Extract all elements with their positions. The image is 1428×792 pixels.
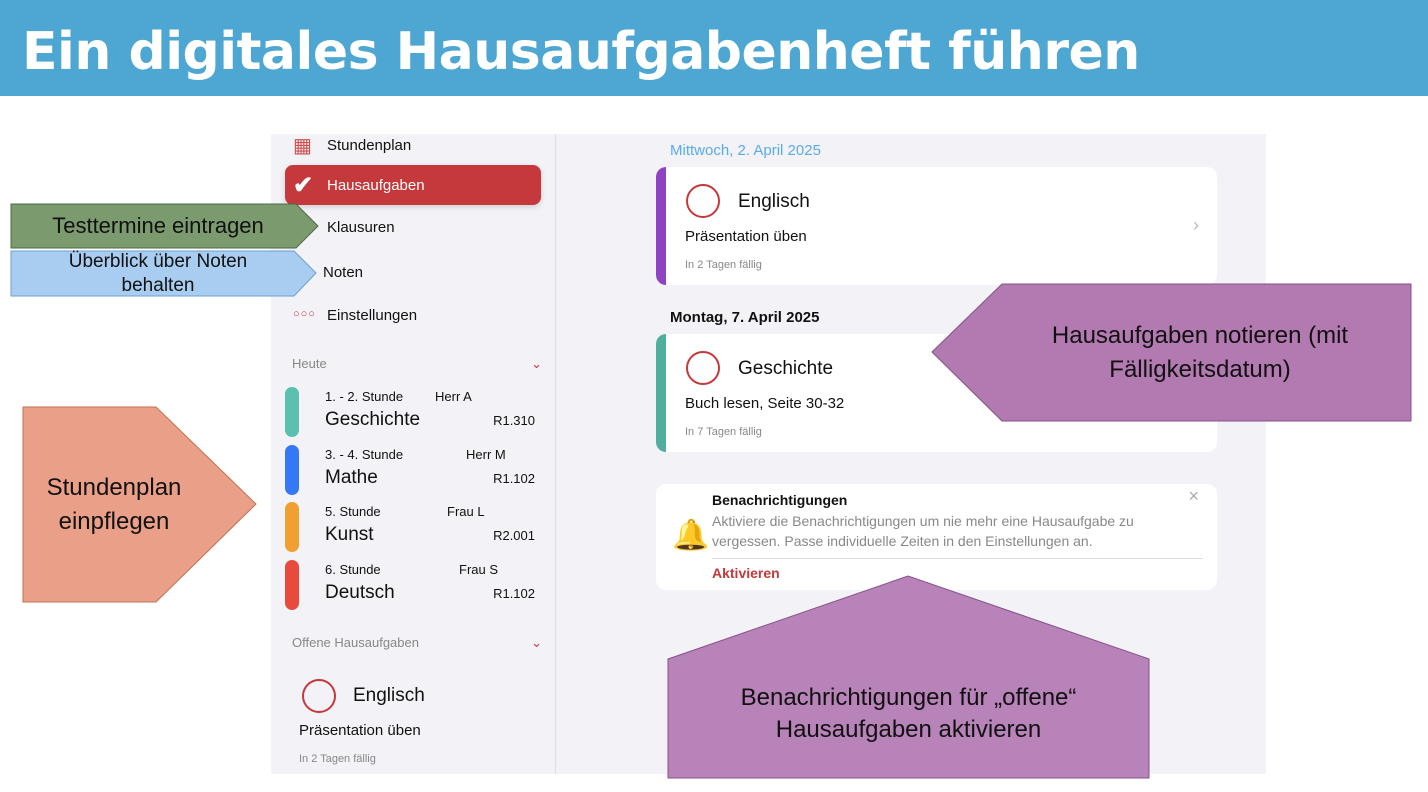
nav-label: Stundenplan <box>327 136 412 154</box>
nav-label: Klausuren <box>327 218 395 236</box>
chevron-down-icon[interactable]: ⌄ <box>531 635 542 650</box>
sidebar: ▦ Stundenplan ✔ Hausaufgaben Klausuren Not… <box>271 134 556 774</box>
card-task: Präsentation üben <box>685 228 807 245</box>
section-label: Offene Hausaufgaben <box>292 635 419 650</box>
color-bar <box>656 167 666 285</box>
callout-timetable: Stundenplan einpflegen <box>22 406 258 603</box>
activate-button[interactable]: Aktivieren <box>712 565 780 581</box>
complete-circle-button[interactable] <box>686 184 720 218</box>
date-heading: Mittwoch, 2. April 2025 <box>670 142 821 159</box>
color-bar <box>656 334 666 452</box>
callout-tests: Testtermine eintragen <box>10 203 320 249</box>
card-task: Buch lesen, Seite 30-32 <box>685 395 845 412</box>
lesson-item[interactable]: 6. Stunde Frau S Deutsch R1.102 <box>285 560 535 610</box>
nav-hausaufgaben[interactable]: ✔ Hausaufgaben <box>285 165 541 205</box>
open-item-subject: Englisch <box>353 685 425 706</box>
slide-title: Ein digitales Hausaufgabenheft führen <box>22 22 1140 82</box>
notification-card: 🔔 Benachrichtigungen Aktiviere die Benac… <box>656 484 1217 590</box>
nav-klausuren[interactable]: Klausuren <box>285 207 541 247</box>
teacher: Frau L <box>447 504 485 519</box>
room: R1.102 <box>493 586 535 601</box>
nav-stundenplan[interactable]: ▦ Stundenplan <box>285 125 541 165</box>
checkmark-icon: ✔ <box>293 171 314 199</box>
homework-card[interactable]: Englisch Präsentation üben In 2 Tagen fä… <box>656 167 1217 285</box>
divider <box>712 558 1203 559</box>
subject: Kunst <box>325 524 374 545</box>
nav-einstellungen[interactable]: ○○○ Einstellungen <box>285 295 541 335</box>
card-due: In 2 Tagen fällig <box>685 259 762 271</box>
callout-text: Benachrichtigungen für „offene“ Hausaufg… <box>740 684 1077 743</box>
callout-text: Überblick über Noten behalten <box>68 250 248 296</box>
open-item-task: Präsentation üben <box>299 722 421 739</box>
period: 6. Stunde <box>325 562 381 577</box>
color-bar <box>285 502 299 552</box>
open-homework-section-header[interactable]: Offene Hausaufgaben ⌄ <box>292 635 542 650</box>
notification-body: Aktiviere die Benachrichtigungen um nie … <box>712 513 1134 549</box>
teacher: Frau S <box>459 562 499 577</box>
period: 3. - 4. Stunde <box>325 447 404 462</box>
color-bar <box>285 560 299 610</box>
nav-label: Einstellungen <box>327 306 418 324</box>
callout-text: Hausaufgaben notieren (mit Fälligkeitsda… <box>1051 321 1349 383</box>
complete-circle-button[interactable] <box>302 679 336 713</box>
callout-text: Testtermine eintragen <box>52 213 264 238</box>
open-item-due: In 2 Tagen fällig <box>299 753 376 765</box>
subject: Geschichte <box>325 409 421 430</box>
lesson-item[interactable]: 3. - 4. Stunde Herr M Mathe R1.102 <box>285 445 535 495</box>
card-subject: Englisch <box>738 191 810 212</box>
today-section-header[interactable]: Heute ⌄ <box>292 356 542 371</box>
nav-noten[interactable]: Noten <box>285 252 541 292</box>
room: R1.102 <box>493 471 535 486</box>
period: 1. - 2. Stunde <box>325 389 404 404</box>
chevron-down-icon[interactable]: ⌄ <box>531 356 542 371</box>
card-subject: Geschichte <box>738 358 834 379</box>
room: R1.310 <box>493 413 535 428</box>
subject: Deutsch <box>325 582 395 603</box>
close-icon[interactable]: × <box>1188 486 1199 506</box>
chevron-right-icon: › <box>1193 215 1199 235</box>
color-bar <box>285 445 299 495</box>
subject: Mathe <box>325 467 378 488</box>
complete-circle-button[interactable] <box>686 351 720 385</box>
teacher: Herr M <box>466 447 506 462</box>
lesson-item[interactable]: 1. - 2. Stunde Herr A Geschichte R1.310 <box>285 387 535 437</box>
room: R2.001 <box>493 528 535 543</box>
lesson-item[interactable]: 5. Stunde Frau L Kunst R2.001 <box>285 502 535 552</box>
nav-label: Hausaufgaben <box>327 176 425 194</box>
callout-notifications: Benachrichtigungen für „offene“ Hausaufg… <box>667 575 1150 779</box>
slide-header <box>0 0 1428 96</box>
nav-label: Noten <box>323 263 364 281</box>
notification-title: Benachrichtigungen <box>712 492 848 508</box>
period: 5. Stunde <box>325 504 381 519</box>
calendar-icon: ▦ <box>293 134 312 157</box>
callout-grades: Überblick über Noten behalten <box>10 250 318 297</box>
date-heading: Montag, 7. April 2025 <box>670 309 820 326</box>
bell-icon: 🔔 <box>672 519 710 552</box>
card-due: In 7 Tagen fällig <box>685 426 762 438</box>
more-dots-icon: ○○○ <box>293 308 316 320</box>
color-bar <box>285 387 299 437</box>
callout-text: Stundenplan einpflegen <box>46 473 182 535</box>
teacher: Herr A <box>435 389 472 404</box>
section-label: Heute <box>292 356 327 371</box>
callout-homework: Hausaufgaben notieren (mit Fälligkeitsda… <box>930 283 1412 422</box>
